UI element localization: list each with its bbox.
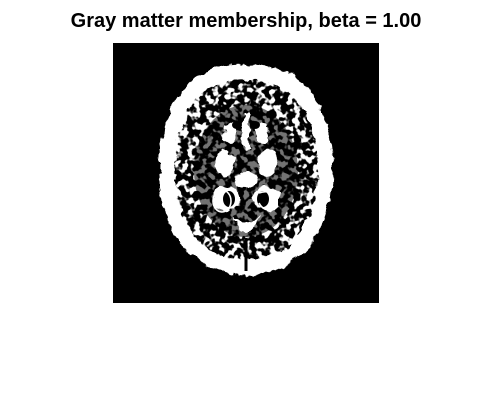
image-axes xyxy=(113,43,379,303)
brain-mask-image xyxy=(113,43,379,303)
figure-title: Gray matter membership, beta = 1.00 xyxy=(70,10,422,32)
